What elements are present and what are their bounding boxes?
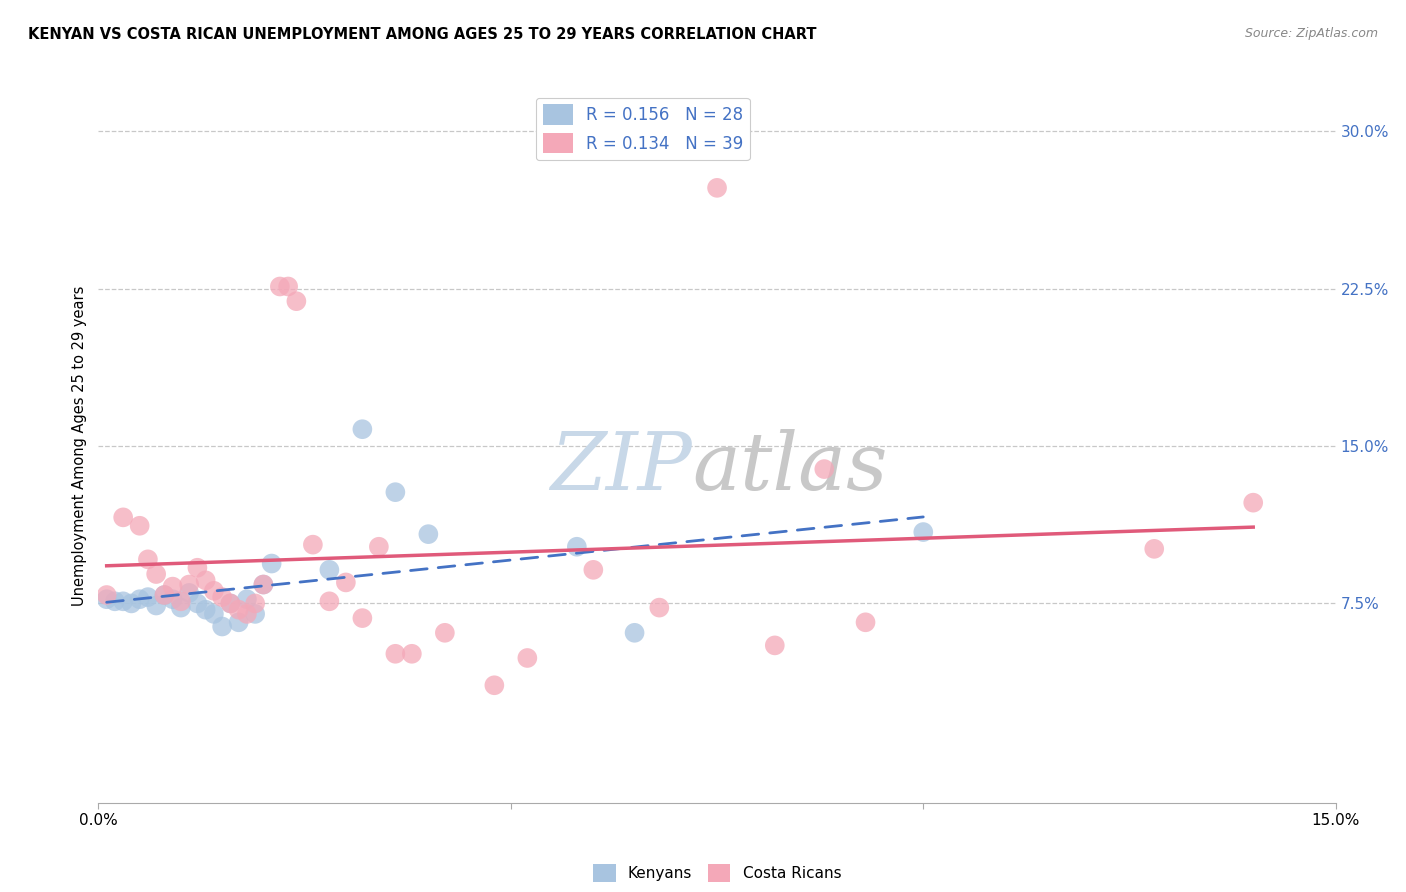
Point — [179, 586, 201, 600]
Point — [96, 592, 118, 607]
Point — [763, 639, 786, 653]
Point — [194, 574, 217, 588]
Point — [162, 580, 184, 594]
Point — [516, 651, 538, 665]
Point — [384, 485, 406, 500]
Point — [648, 600, 671, 615]
Point — [211, 590, 233, 604]
Point — [582, 563, 605, 577]
Point — [352, 422, 374, 436]
Point — [186, 560, 208, 574]
Point — [285, 294, 308, 309]
Point — [418, 527, 440, 541]
Point — [1143, 541, 1166, 556]
Text: KENYAN VS COSTA RICAN UNEMPLOYMENT AMONG AGES 25 TO 29 YEARS CORRELATION CHART: KENYAN VS COSTA RICAN UNEMPLOYMENT AMONG… — [28, 27, 817, 42]
Point — [318, 594, 340, 608]
Point — [912, 524, 935, 539]
Point — [170, 594, 193, 608]
Point — [228, 603, 250, 617]
Point — [243, 607, 266, 621]
Point — [194, 603, 217, 617]
Point — [186, 596, 208, 610]
Point — [623, 625, 645, 640]
Point — [170, 600, 193, 615]
Point — [401, 647, 423, 661]
Point — [211, 619, 233, 633]
Point — [367, 540, 389, 554]
Point — [302, 538, 325, 552]
Point — [162, 592, 184, 607]
Point — [236, 592, 259, 607]
Point — [120, 596, 142, 610]
Point — [136, 590, 159, 604]
Text: Source: ZipAtlas.com: Source: ZipAtlas.com — [1244, 27, 1378, 40]
Point — [565, 540, 588, 554]
Point — [219, 596, 242, 610]
Legend: R = 0.156   N = 28, R = 0.134   N = 39: R = 0.156 N = 28, R = 0.134 N = 39 — [536, 97, 749, 160]
Point — [384, 647, 406, 661]
Y-axis label: Unemployment Among Ages 25 to 29 years: Unemployment Among Ages 25 to 29 years — [72, 285, 87, 607]
Point — [855, 615, 877, 630]
Point — [136, 552, 159, 566]
Point — [228, 615, 250, 630]
Text: ZIP: ZIP — [551, 429, 692, 506]
Point — [252, 577, 274, 591]
Point — [706, 181, 728, 195]
Point — [335, 575, 357, 590]
Point — [318, 563, 340, 577]
Point — [128, 592, 150, 607]
Point — [179, 577, 201, 591]
Point — [145, 599, 167, 613]
Point — [112, 510, 135, 524]
Point — [236, 607, 259, 621]
Point — [128, 518, 150, 533]
Point — [260, 557, 283, 571]
Point — [104, 594, 127, 608]
Point — [252, 577, 274, 591]
Point — [202, 607, 225, 621]
Point — [243, 596, 266, 610]
Point — [153, 588, 176, 602]
Point — [484, 678, 506, 692]
Point — [96, 588, 118, 602]
Point — [269, 279, 291, 293]
Point — [153, 588, 176, 602]
Point — [112, 594, 135, 608]
Point — [813, 462, 835, 476]
Point — [433, 625, 456, 640]
Point — [202, 583, 225, 598]
Text: atlas: atlas — [692, 429, 887, 506]
Point — [219, 596, 242, 610]
Point — [1241, 496, 1264, 510]
Point — [277, 279, 299, 293]
Point — [145, 567, 167, 582]
Point — [352, 611, 374, 625]
